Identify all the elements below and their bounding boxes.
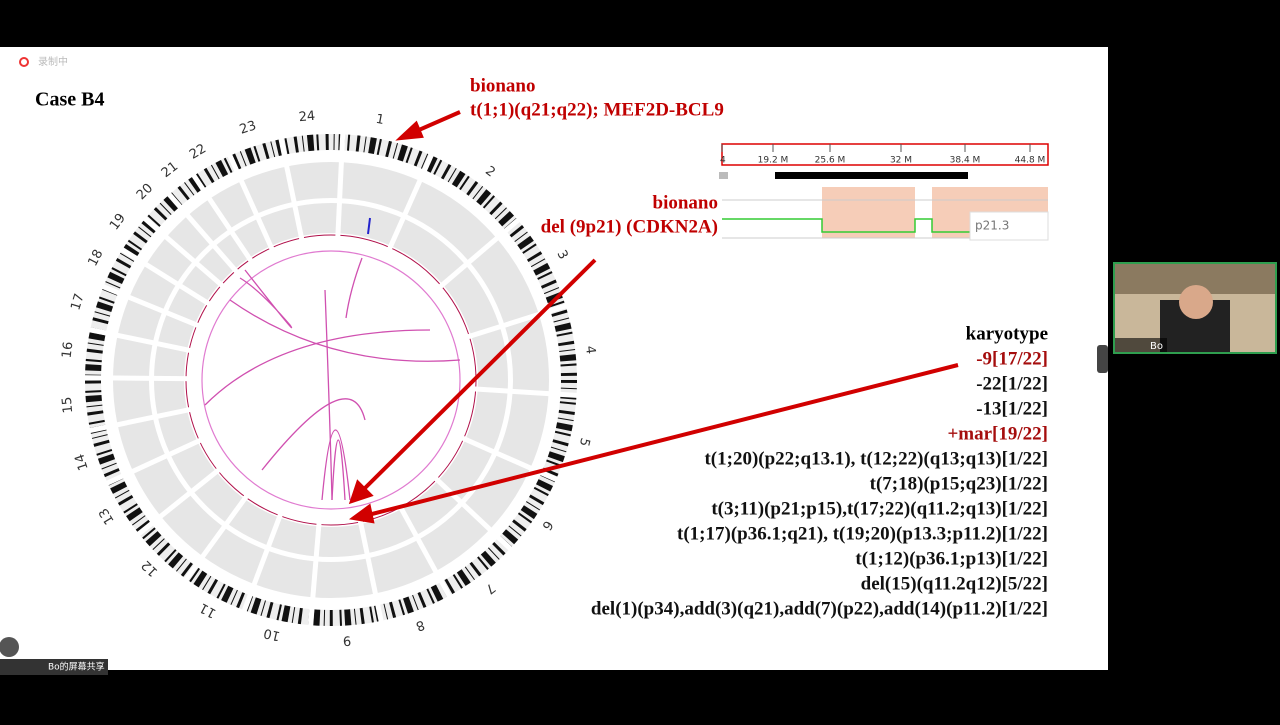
segment-gap: [277, 134, 307, 249]
arrows: [348, 110, 959, 524]
karyotype-line: +mar[19/22]: [947, 423, 1048, 444]
genome-browser: p21.3: [719, 143, 1049, 241]
segment-gap: [189, 171, 258, 270]
chromosome-label: 4: [582, 345, 598, 355]
ruler: 4 19.2 M 25.6 M 32 M 38.4 M 44.8 M: [720, 144, 1045, 166]
segment-gap: [140, 214, 231, 294]
menu-button[interactable]: [0, 637, 19, 657]
chromosome-label: 13: [96, 505, 117, 527]
ring: [201, 250, 461, 510]
karyotype: karyotype -9[17/22] -22[1/22] -13[1/22] +ma…: [591, 323, 1048, 619]
segment-gap: [307, 514, 323, 630]
karyotype-line: -13[1/22]: [976, 398, 1048, 419]
karyotype-line: del(1)(p34),add(3)(q21),add(7)(p22),add(…: [591, 598, 1048, 619]
chromosome-label: 16: [60, 341, 77, 359]
chromosome-label: 9: [342, 632, 351, 647]
chromosome-label: 1: [375, 112, 386, 128]
marker: [367, 217, 371, 235]
chromosome-label: 11: [197, 599, 219, 620]
slide-title: Case B4: [35, 89, 104, 111]
karyotype-line: -22[1/22]: [976, 373, 1048, 394]
chromosome-label: 17: [68, 292, 87, 312]
recording-label: 录制中: [38, 55, 68, 68]
segment-gap: [85, 405, 200, 434]
segment-gap: [98, 282, 208, 332]
segment-gap: [432, 215, 523, 295]
ruler-label: 4: [720, 156, 726, 166]
karyotype-line: t(1;20)(p22;q13.1), t(12;22)(q13;q13)[1/…: [704, 448, 1048, 469]
chromosome-label: 24: [298, 109, 316, 125]
annotation-text: t(1;1)(q21;q22); MEF2D-BCL9: [470, 99, 724, 120]
segment-gap: [427, 470, 515, 554]
ruler-label: 32 M: [890, 156, 912, 166]
karyotype-heading: karyotype: [966, 323, 1048, 344]
annotation-source: bionano: [653, 192, 718, 213]
segment-gap: [181, 487, 254, 584]
annotation-source: bionano: [470, 75, 535, 96]
chromosome-label: 14: [72, 452, 91, 472]
annotation-text: del (9p21) (CDKN2A): [541, 216, 718, 237]
chromosome-label: 22: [187, 141, 209, 162]
chromosome-label: 5: [576, 436, 593, 448]
link-arc: [229, 299, 461, 362]
chromosome-label: 15: [60, 396, 76, 414]
karyotype-line: t(7;18)(p15;q23)[1/22]: [870, 473, 1048, 494]
ruler-label: 44.8 M: [1015, 156, 1046, 166]
chromosome-label: 18: [86, 247, 107, 269]
link-arc: [331, 439, 346, 501]
ruler-label: 25.6 M: [815, 156, 846, 166]
link-arc: [321, 429, 351, 501]
record-icon: [19, 57, 29, 67]
karyotype-line: -9[17/22]: [976, 348, 1048, 369]
segment-gap: [453, 432, 561, 484]
video-tile: Bo: [1113, 262, 1277, 354]
link-arc: [345, 257, 363, 319]
ring: [85, 134, 577, 626]
chromosome-label: 23: [238, 118, 258, 137]
segment-gap: [85, 326, 200, 355]
segment-gap: [356, 511, 385, 626]
segment-gap: [334, 130, 346, 246]
tooltip: p21.3: [975, 219, 1009, 233]
segment-gap: [134, 462, 228, 539]
link-arc: [324, 289, 333, 501]
karyotype-line: t(1;12)(p36.1;p13)[1/22]: [855, 548, 1048, 569]
ruler-label: 38.4 M: [950, 156, 981, 166]
segment-gap: [465, 385, 581, 399]
segment-gap: [383, 150, 436, 258]
link-arc: [261, 398, 366, 471]
segment-gap: [80, 375, 197, 382]
segment-gap: [393, 497, 454, 601]
side-tab[interactable]: [1097, 345, 1108, 373]
segment-gap: [117, 245, 218, 311]
segment-gap: [240, 505, 286, 615]
presenter-name: Bo: [1150, 341, 1163, 352]
karyotype-line: del(15)(q11.2q12)[5/22]: [861, 573, 1048, 594]
karyotype-line: t(3;11)(p21;p15),t(17;22)(q11.2;q13)[1/2…: [711, 498, 1048, 519]
ruler-label: 19.2 M: [758, 156, 789, 166]
share-bar: [0, 659, 108, 675]
segment-gap: [226, 151, 278, 258]
link-arc: [239, 269, 293, 329]
segment-gap: [102, 434, 210, 487]
chromosome-label: 10: [262, 625, 282, 643]
karyotype-line: t(1;17)(p36.1;q21), t(19;20)(p13.3;p11.2…: [677, 523, 1048, 544]
segment-gap: [458, 302, 571, 342]
segment-gap: [164, 189, 245, 280]
link-arc: [204, 329, 431, 406]
share-label: Bo的屏幕共享: [48, 661, 105, 673]
